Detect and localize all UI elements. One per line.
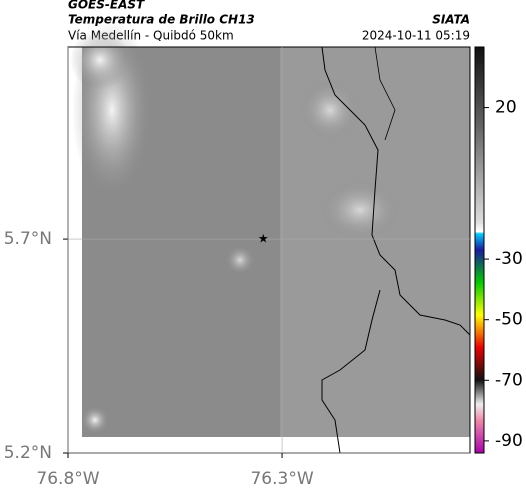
- colorbar-tick-label: -30: [495, 249, 523, 269]
- colorbar-tick-label: -50: [495, 310, 523, 330]
- y-tick-label: 5.7°N: [4, 229, 52, 249]
- x-tick-label: 76.8°W: [36, 469, 99, 489]
- colorbar-tick-label: 20: [495, 98, 517, 118]
- colorbar: [474, 46, 485, 454]
- satellite-image: [68, 20, 471, 454]
- org: SIATA: [432, 13, 470, 27]
- source: GOES-EAST: [68, 0, 145, 12]
- x-tick-label: 76.3°W: [250, 469, 313, 489]
- colorbar-tick-label: -90: [495, 431, 523, 451]
- datetime: 2024-10-11 05:19: [362, 29, 470, 43]
- colorbar-tick-label: -70: [495, 370, 523, 390]
- location-marker: ★: [258, 232, 269, 246]
- y-tick-label: 5.2°N: [4, 443, 52, 463]
- title: Temperatura de Brillo CH13: [68, 13, 255, 27]
